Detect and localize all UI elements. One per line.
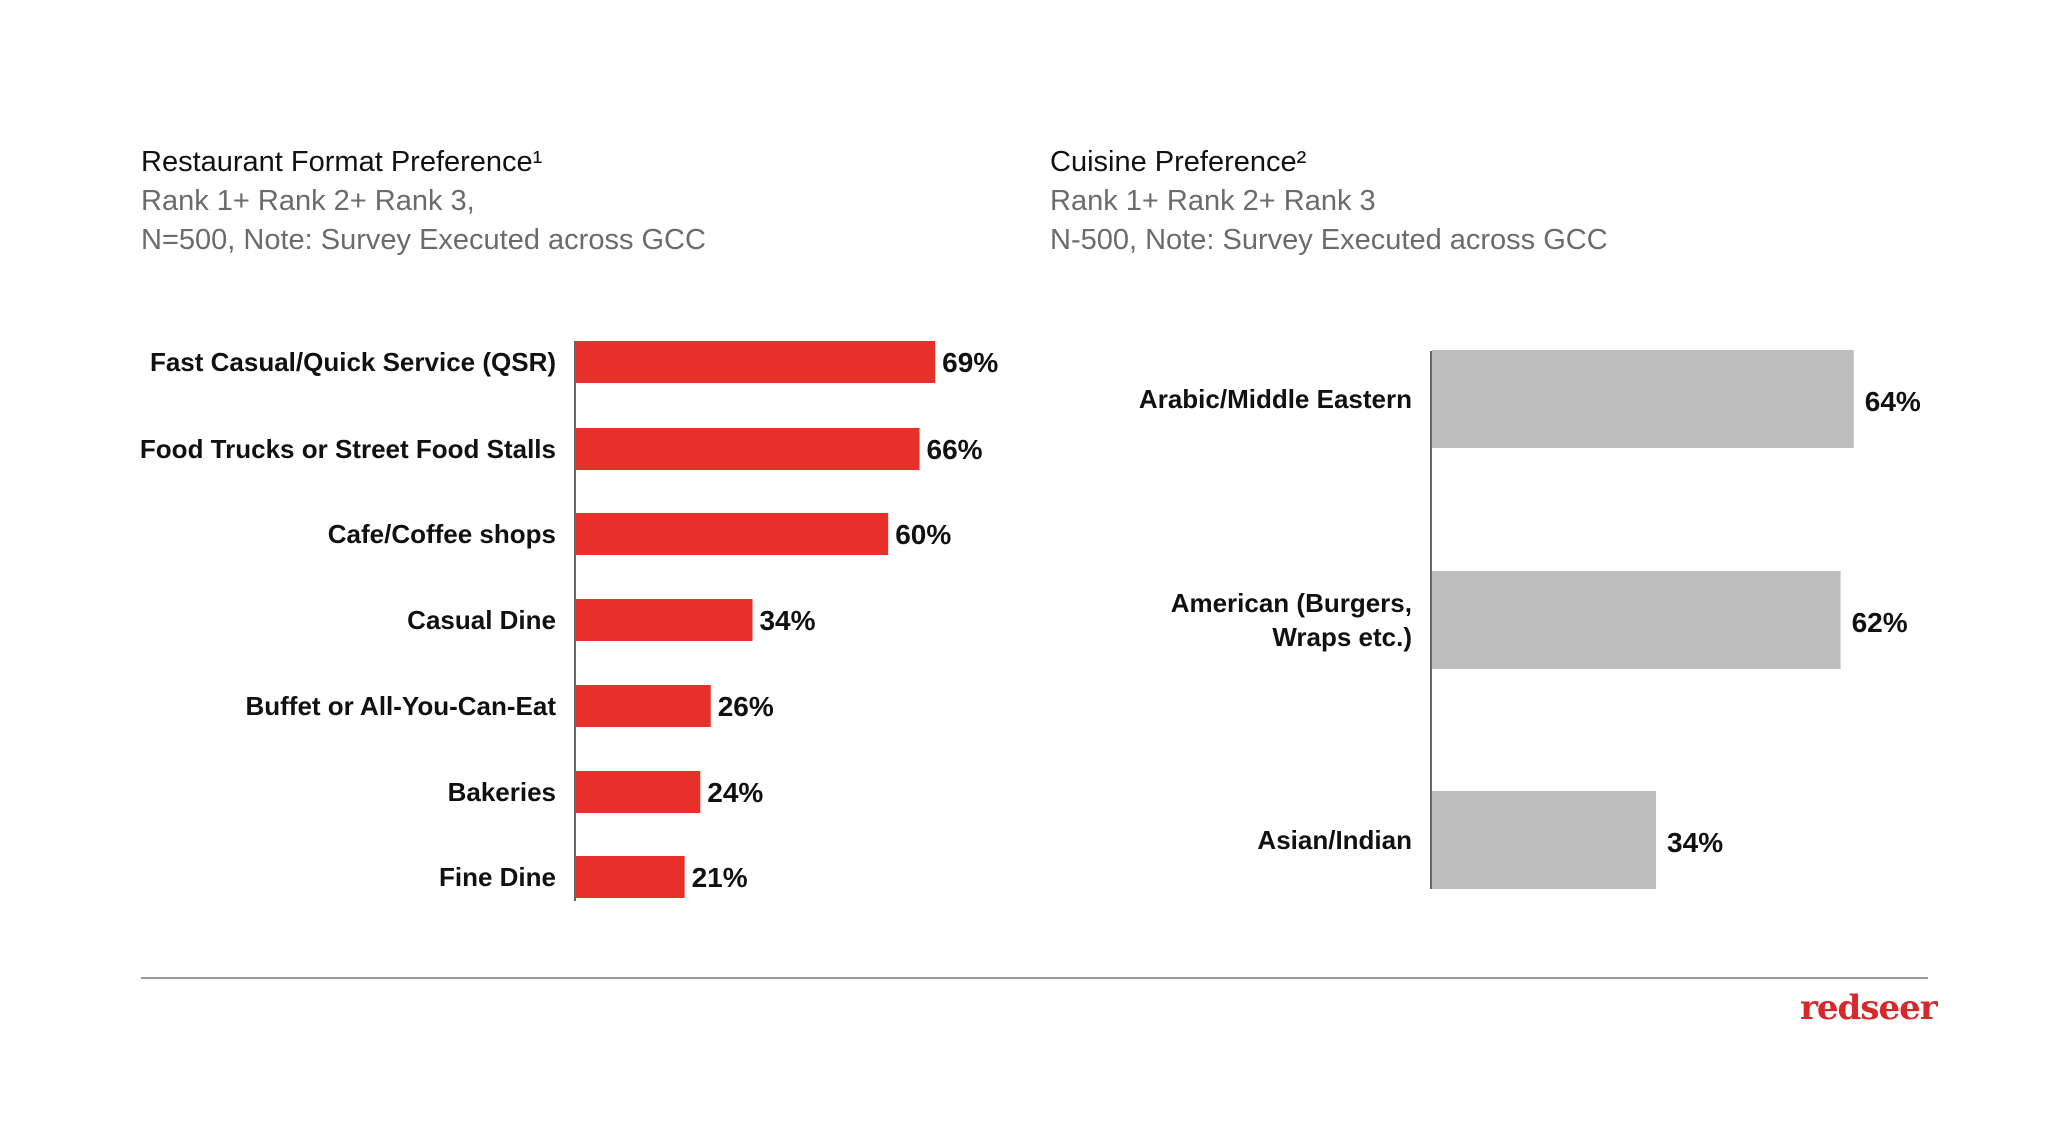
right-bar-2 — [1432, 791, 1657, 889]
right-chart-title: Cuisine Preference² — [1050, 146, 1307, 178]
right-category-label-line: Wraps etc.) — [1272, 622, 1412, 652]
right-category-label-line: Arabic/Middle Eastern — [1139, 384, 1412, 414]
left-value-label: 69% — [942, 347, 998, 378]
right-category-label: Arabic/Middle Eastern — [1139, 384, 1412, 414]
right-category-label: Asian/Indian — [1257, 825, 1412, 855]
left-bar-0 — [575, 341, 936, 383]
right-chart-subtitle-1: Rank 1+ Rank 2+ Rank 3 — [1050, 185, 1376, 217]
right-category-label-line: American (Burgers, — [1171, 588, 1412, 618]
right-category-label: American (Burgers, Wraps etc.) — [1171, 588, 1412, 652]
left-value-label: 24% — [707, 777, 763, 808]
left-bar-3 — [575, 599, 753, 641]
redseer-logo: redseer — [1800, 988, 1938, 1028]
left-bar-5 — [575, 771, 701, 813]
right-chart-header: Cuisine Preference² Rank 1+ Rank 2+ Rank… — [1050, 143, 1608, 260]
left-category-label: Fine Dine — [439, 862, 556, 892]
left-chart-header: Restaurant Format Preference¹ Rank 1+ Ra… — [141, 143, 706, 260]
left-category-label: Food Trucks or Street Food Stalls — [140, 434, 556, 464]
left-chart-subtitle-1: Rank 1+ Rank 2+ Rank 3, — [141, 185, 475, 217]
left-chart-subtitle-2: N=500, Note: Survey Executed across GCC — [141, 224, 706, 256]
left-category-label: Bakeries — [448, 777, 556, 807]
right-value-label: 64% — [1865, 386, 1921, 417]
left-chart-title: Restaurant Format Preference¹ — [141, 146, 543, 178]
right-chart-subtitle-2: N-500, Note: Survey Executed across GCC — [1050, 224, 1608, 256]
left-category-label: Buffet or All-You-Can-Eat — [245, 691, 556, 721]
left-category-label: Cafe/Coffee shops — [328, 519, 556, 549]
left-value-label: 21% — [692, 862, 748, 893]
left-category-label: Casual Dine — [407, 605, 556, 635]
left-value-label: 34% — [759, 605, 815, 636]
left-value-label: 60% — [895, 519, 951, 550]
left-bar-1 — [575, 428, 920, 470]
left-value-label: 66% — [927, 434, 983, 465]
right-bar-0 — [1432, 350, 1854, 448]
left-value-label: 26% — [718, 691, 774, 722]
left-bar-2 — [575, 513, 889, 555]
right-bar-1 — [1432, 571, 1841, 669]
left-category-label: Fast Casual/Quick Service (QSR) — [150, 347, 556, 377]
right-value-label: 62% — [1852, 607, 1908, 638]
left-bar-6 — [575, 856, 685, 898]
left-bar-4 — [575, 685, 711, 727]
right-category-label-line: Asian/Indian — [1257, 825, 1412, 855]
right-value-label: 34% — [1667, 827, 1723, 858]
